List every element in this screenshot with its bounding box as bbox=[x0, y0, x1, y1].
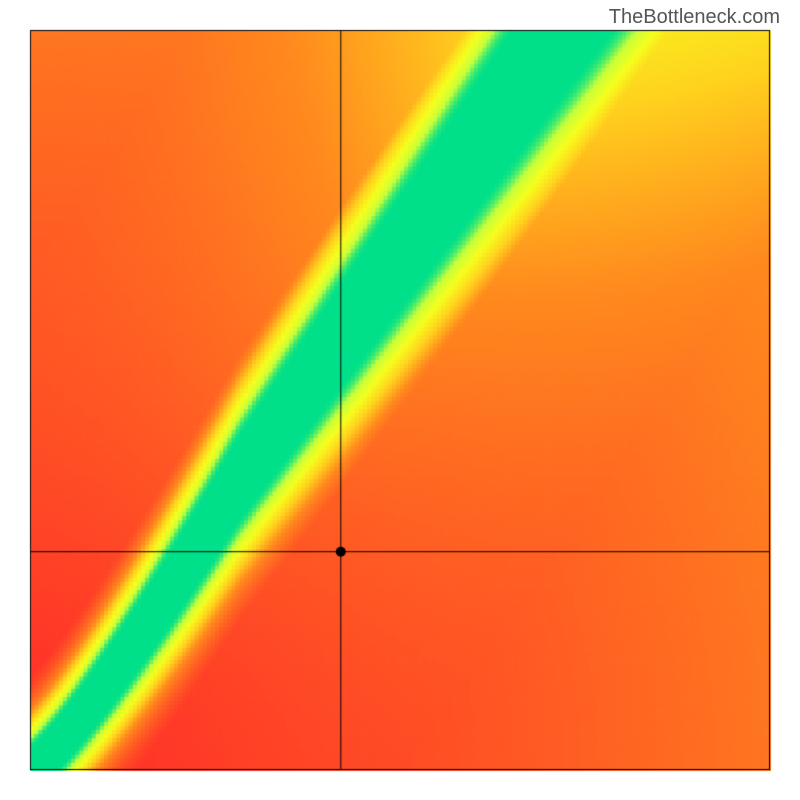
chart-container: TheBottleneck.com bbox=[0, 0, 800, 800]
heatmap-canvas bbox=[0, 0, 800, 800]
watermark-text: TheBottleneck.com bbox=[609, 6, 780, 29]
